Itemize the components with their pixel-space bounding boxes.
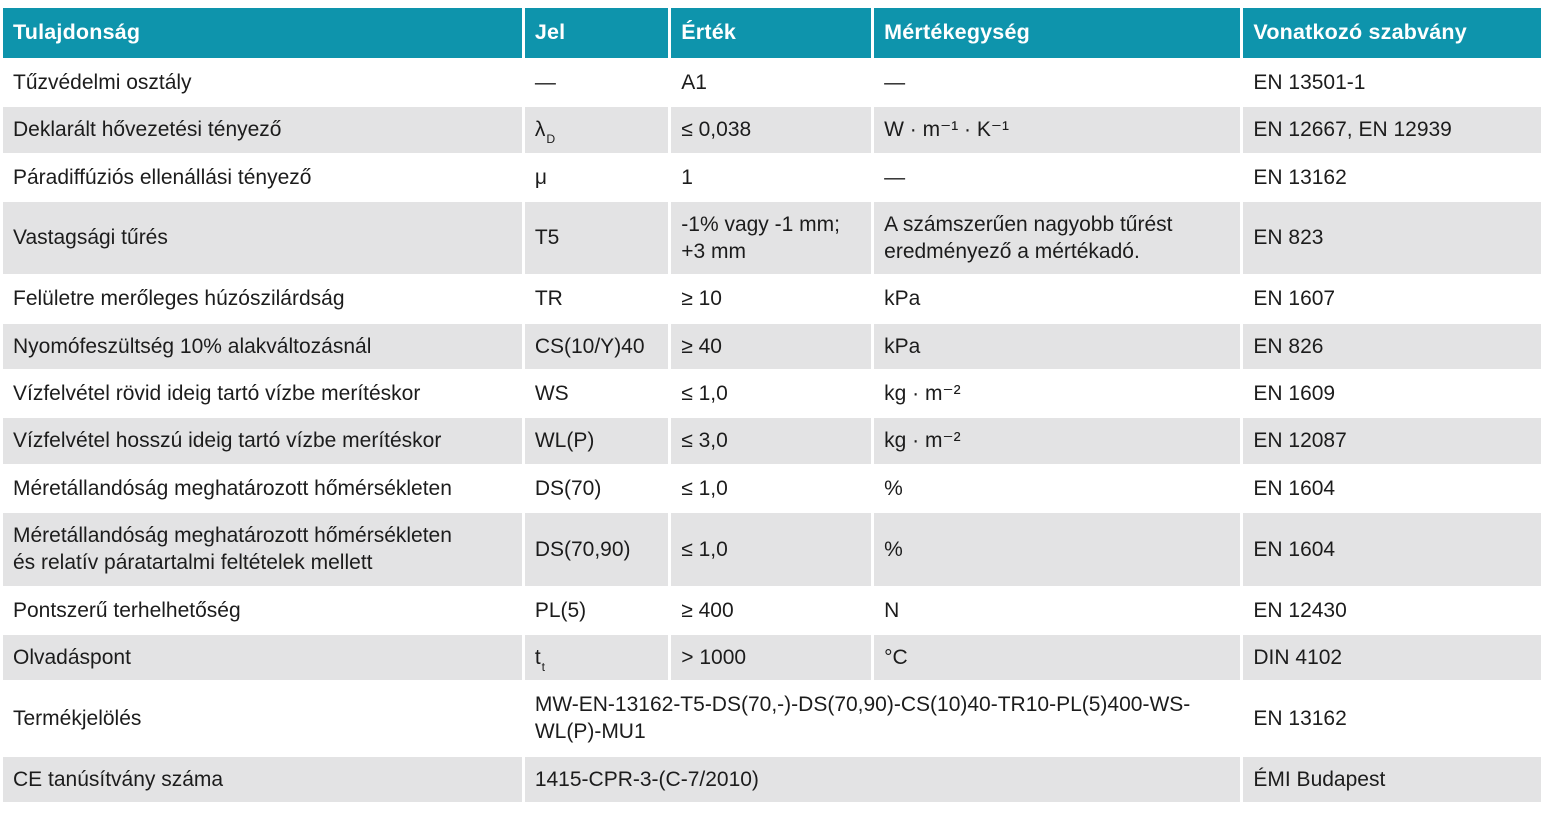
cell-property: Vízfelvétel rövid ideig tartó vízbe merí… <box>13 382 421 406</box>
cell-standard: EN 13501-1 <box>1253 70 1366 94</box>
cell-value: ≤ 1,0 <box>681 382 728 406</box>
cell-property: Vastagsági tűrés <box>3 201 522 275</box>
cell-unit: °C <box>874 634 1241 681</box>
cell-symbol: DS(70,90) <box>524 512 669 586</box>
table-row: Méretállandóság meghatározott hőmérsékle… <box>3 512 1541 586</box>
cell-property: Vízfelvétel hosszú ideig tartó vízbe mer… <box>3 418 522 464</box>
cell-property: Deklarált hővezetési tényező <box>3 107 522 153</box>
table-row: Felületre merőleges húzószilárdság TR ≥ … <box>3 276 1541 321</box>
cell-symbol: WS <box>534 382 569 406</box>
cell-symbol: WL(P) <box>524 418 669 464</box>
cell-standard: EN 1604 <box>1243 512 1541 586</box>
column-header-property: Tulajdonság <box>3 8 522 58</box>
cell-value: ≤ 3,0 <box>671 418 872 464</box>
cell-unit: N <box>884 598 900 622</box>
properties-table: Tulajdonság Jel Érték Mértékegység Vonat… <box>0 6 1544 804</box>
cell-unit: % <box>874 512 1241 586</box>
cell-standard: EN 12087 <box>1243 418 1541 464</box>
cell-symbol: TR <box>534 287 563 311</box>
table-row: Vízfelvétel rövid ideig tartó vízbe merí… <box>3 371 1541 416</box>
table-header-row: Tulajdonság Jel Érték Mértékegység Vonat… <box>3 8 1541 58</box>
cell-standard: EN 823 <box>1243 201 1541 275</box>
cell-property: Méretállandóság meghatározott hőmérsékle… <box>3 512 522 586</box>
cell-value: ≤ 0,038 <box>671 107 872 153</box>
table-row: Pontszerű terhelhetőség PL(5) ≥ 400 N EN… <box>3 588 1541 633</box>
cell-value: 1 <box>681 165 693 189</box>
cell-symbol: μ <box>534 165 547 189</box>
cell-property: Pontszerű terhelhetőség <box>13 598 241 622</box>
cell-value: A1 <box>681 70 707 94</box>
column-header-standard: Vonatkozó szabvány <box>1243 8 1541 58</box>
cell-standard: EN 13162 <box>1253 165 1347 189</box>
cell-standard: DIN 4102 <box>1243 634 1541 681</box>
cell-standard: EN 1609 <box>1253 382 1336 406</box>
cell-value: ≥ 40 <box>671 323 872 370</box>
cell-unit: % <box>884 476 903 500</box>
table-row: Méretállandóság meghatározott hőmérsékle… <box>3 466 1541 511</box>
table-row: Vízfelvétel hosszú ideig tartó vízbe mer… <box>3 418 1541 464</box>
cell-unit: — <box>884 165 906 189</box>
cell-property: Felületre merőleges húzószilárdság <box>13 287 345 311</box>
table-row: Tűzvédelmi osztály — A1 — EN 13501-1 <box>3 60 1541 105</box>
cell-value: > 1000 <box>671 634 872 681</box>
cell-property: Termékjelölés <box>13 706 142 730</box>
cell-property: Méretállandóság meghatározott hőmérsékle… <box>13 476 452 500</box>
cell-standard: EN 12430 <box>1253 598 1347 622</box>
cell-value: ≤ 1,0 <box>681 476 728 500</box>
cell-value: ≥ 10 <box>681 287 722 311</box>
cell-symbol: tt <box>524 634 669 681</box>
column-header-unit: Mértékegység <box>874 8 1241 58</box>
cell-unit: kPa <box>884 287 921 311</box>
cell-standard: EN 12667, EN 12939 <box>1243 107 1541 153</box>
cell-property: CE tanúsítvány száma <box>3 756 522 802</box>
cell-unit: A számszerűen nagyobb tűrést eredményező… <box>874 201 1241 275</box>
cell-unit: kg · m⁻² <box>874 418 1241 464</box>
table-row: Vastagsági tűrés T5 -1% vagy -1 mm; +3 m… <box>3 201 1541 275</box>
cell-unit: — <box>884 70 906 94</box>
cell-symbol: PL(5) <box>534 598 587 622</box>
cell-unit: W · m⁻¹ · K⁻¹ <box>874 107 1241 153</box>
column-header-value: Érték <box>671 8 872 58</box>
table-row: Olvadáspont tt > 1000 °C DIN 4102 <box>3 634 1541 681</box>
table-row: Nyomófeszültség 10% alakváltozásnál CS(1… <box>3 323 1541 370</box>
table-row: Termékjelölés MW-EN-13162-T5-DS(70,-)-DS… <box>3 682 1541 755</box>
cell-standard: EN 1607 <box>1253 287 1336 311</box>
cell-value-span: MW-EN-13162-T5-DS(70,-)-DS(70,90)-CS(10)… <box>534 693 1191 744</box>
cell-value: ≤ 1,0 <box>671 512 872 586</box>
cell-property: Olvadáspont <box>3 634 522 681</box>
cell-symbol: — <box>534 70 556 94</box>
cell-value: ≥ 400 <box>681 598 734 622</box>
cell-property: Páradiffúziós ellenállási tényező <box>13 165 312 189</box>
cell-property: Tűzvédelmi osztály <box>13 70 192 94</box>
cell-unit: kg · m⁻² <box>884 382 961 406</box>
column-header-symbol: Jel <box>524 8 669 58</box>
table-row: Deklarált hővezetési tényező λD ≤ 0,038 … <box>3 107 1541 153</box>
table-row: CE tanúsítvány száma 1415-CPR-3-(C-7/201… <box>3 756 1541 802</box>
cell-standard: ÉMI Budapest <box>1243 756 1541 802</box>
cell-symbol: DS(70) <box>534 476 602 500</box>
cell-standard: EN 13162 <box>1253 706 1347 730</box>
cell-standard: EN 826 <box>1243 323 1541 370</box>
cell-symbol: CS(10/Y)40 <box>524 323 669 370</box>
cell-symbol: T5 <box>524 201 669 275</box>
cell-standard: EN 1604 <box>1253 476 1336 500</box>
cell-unit: kPa <box>874 323 1241 370</box>
cell-symbol: λD <box>524 107 669 153</box>
table-row: Páradiffúziós ellenállási tényező μ 1 — … <box>3 155 1541 200</box>
cell-value-span: 1415-CPR-3-(C-7/2010) <box>524 756 1241 802</box>
cell-value: -1% vagy -1 mm; +3 mm <box>671 201 872 275</box>
cell-property: Nyomófeszültség 10% alakváltozásnál <box>3 323 522 370</box>
